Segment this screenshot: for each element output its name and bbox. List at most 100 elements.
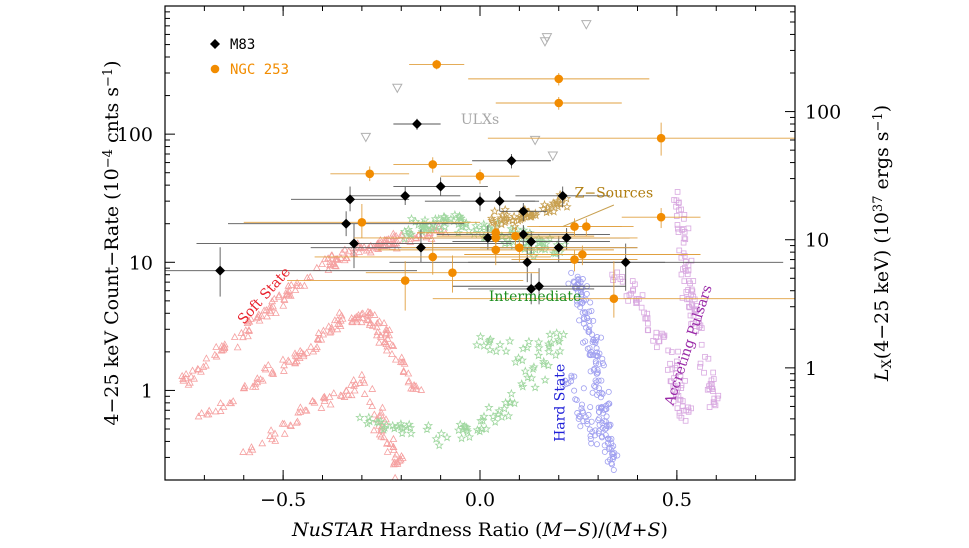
intermediate-point (530, 244, 541, 254)
hard-state-point (608, 444, 615, 451)
intermediate-point (543, 360, 554, 370)
soft-state-point (370, 426, 378, 434)
hard-state-point (593, 441, 600, 448)
accreting-pulsar-point (679, 403, 686, 410)
accreting-pulsar-point (678, 385, 685, 391)
soft-state-point (382, 330, 391, 338)
soft-state-point (210, 350, 219, 358)
soft-state-point (337, 311, 346, 319)
soft-state-point (268, 297, 277, 305)
intermediate-point (456, 433, 467, 443)
soft-state-point (406, 234, 415, 242)
y-axis-title-text: 4−25 keV Count−Rate (10 (101, 168, 123, 425)
accreting-pulsar-point (689, 288, 696, 295)
soft-state-point (293, 278, 302, 286)
soft-state-point (308, 397, 317, 405)
hard-state-point (582, 296, 589, 303)
intermediate-point (539, 359, 549, 369)
y-axis-title-text: cnts s (101, 87, 123, 149)
region-label: Intermediate (489, 289, 581, 305)
soft-state-point (389, 229, 398, 237)
intermediate-point (491, 346, 501, 356)
accreting-pulsar-point (693, 303, 699, 309)
m83-point (526, 283, 537, 294)
soft-state-point (388, 340, 396, 348)
accreting-pulsar-point (633, 300, 639, 306)
accreting-pulsar-point (682, 264, 688, 271)
z-source-point (538, 203, 548, 213)
soft-state-point (266, 306, 274, 314)
hard-state-point (588, 440, 595, 447)
soft-state-point (291, 358, 300, 366)
ngc253-point (491, 233, 501, 243)
soft-state-point (336, 322, 345, 330)
hard-state-point (575, 415, 582, 422)
soft-state-point (378, 403, 387, 411)
intermediate-point (558, 329, 569, 339)
m83-point (506, 155, 517, 166)
hard-state-point (579, 276, 586, 283)
soft-state-point (271, 436, 280, 444)
accreting-pulsar-point (676, 247, 683, 254)
soft-state-point (354, 313, 363, 321)
ngc253-point (554, 98, 564, 108)
intermediate-point (431, 433, 441, 443)
accreting-pulsar-point (682, 418, 689, 424)
y-axis-title: 4−25 keV Count−Rate (10−4 cnts s−1) (101, 60, 123, 425)
intermediate-point (534, 233, 544, 243)
soft-state-point (309, 347, 318, 355)
soft-state-point (216, 406, 225, 414)
soft-state-point (248, 382, 257, 390)
intermediate-point (454, 211, 465, 221)
hard-state-point (587, 435, 594, 442)
intermediate-point (488, 411, 498, 421)
legend-label: NGC 253 (230, 62, 289, 78)
soft-state-point (217, 346, 226, 354)
z-source-point (490, 206, 500, 216)
soft-state-point (407, 384, 415, 392)
intermediate-point (362, 418, 373, 428)
accreting-pulsar-point (712, 402, 719, 409)
ngc253-point (609, 294, 619, 303)
soft-state-point (188, 366, 197, 374)
soft-state-point (280, 361, 288, 369)
accreting-pulsar-point (634, 299, 640, 306)
soft-state-point (179, 376, 188, 384)
soft-state-point (388, 236, 397, 244)
soft-state-point (296, 407, 305, 415)
z-source-point (501, 210, 512, 220)
soft-state-point (383, 438, 392, 446)
z-source-point (549, 206, 559, 216)
soft-state-point (358, 313, 367, 321)
soft-state-point (263, 312, 271, 320)
soft-state-point (349, 248, 358, 256)
soft-state-point (194, 412, 203, 420)
soft-state-point (373, 319, 382, 327)
soft-state-point (295, 354, 304, 362)
soft-state-point (245, 317, 254, 325)
hard-state-point (603, 422, 610, 429)
accreting-pulsar-point (680, 250, 687, 257)
hard-state-point (580, 409, 587, 416)
hard-state-point (602, 418, 609, 425)
intermediate-point (455, 213, 466, 223)
intermediate-point (513, 353, 524, 362)
accreting-pulsar-point (697, 364, 703, 370)
intermediate-point (528, 363, 538, 373)
soft-state-point (294, 408, 303, 416)
soft-state-point (284, 356, 293, 364)
soft-state-point (364, 315, 373, 323)
intermediate-point (545, 233, 555, 243)
intermediate-point (364, 412, 374, 422)
y-tick-label: 100 (117, 124, 153, 146)
hard-state-point (598, 334, 605, 341)
soft-state-point (383, 447, 392, 455)
accreting-pulsar-point (676, 207, 682, 214)
hard-state-point (599, 355, 606, 362)
hard-state-point (592, 358, 599, 365)
accreting-pulsar-point (706, 383, 712, 389)
soft-state-point (375, 338, 384, 346)
soft-state-point (230, 332, 239, 340)
z-source-point (507, 215, 517, 225)
m83-point (215, 265, 226, 276)
